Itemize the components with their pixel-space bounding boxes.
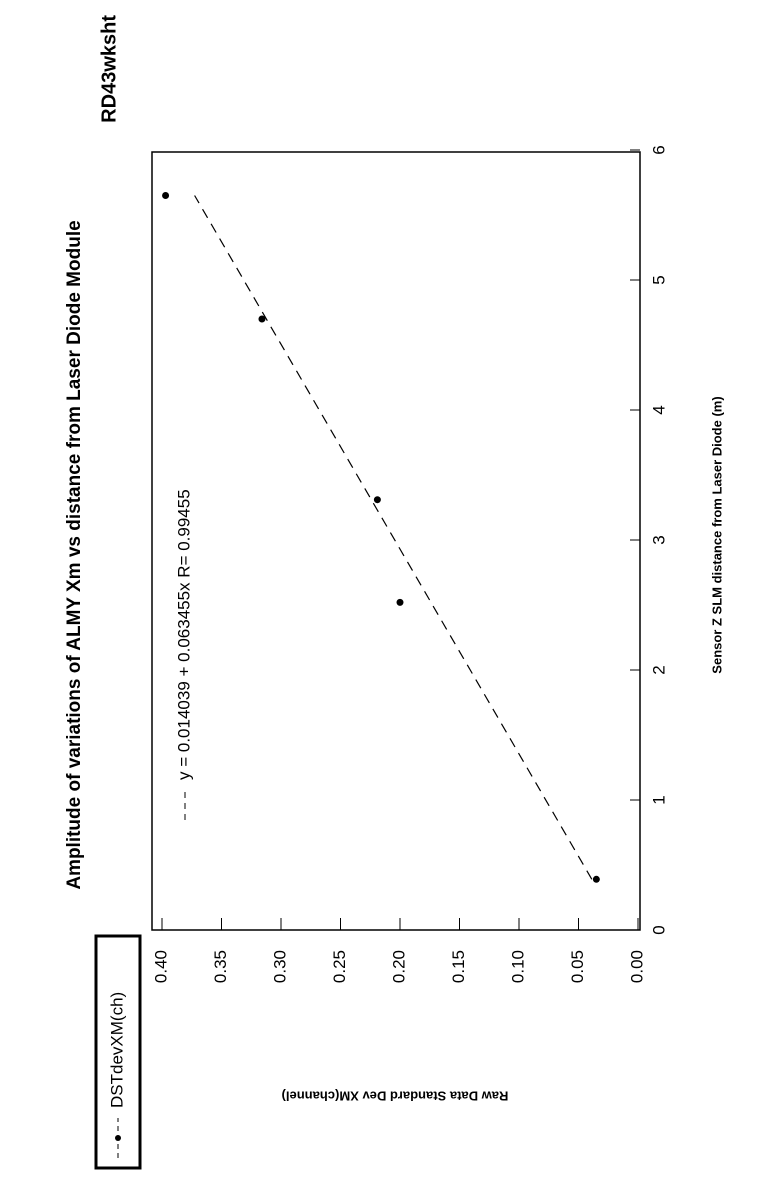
y-tick-label: 0.25	[330, 950, 349, 983]
x-tick-label: 2	[649, 665, 668, 674]
y-tick-label: 0.10	[508, 950, 527, 983]
legend-marker	[115, 1135, 121, 1141]
point	[396, 598, 404, 606]
point	[162, 192, 170, 199]
y-tick-label: 0.05	[568, 950, 587, 983]
y-tick-label: 0.20	[389, 950, 408, 983]
x-tick-label: 1	[649, 795, 668, 804]
legend-label: DSTdevXM(ch)	[107, 992, 126, 1108]
y-tick-label: 0.35	[211, 950, 230, 983]
x-axis-label: Sensor Z SLM distance from Laser Diode (…	[709, 396, 724, 673]
fit-line	[194, 195, 593, 880]
x-tick-label: 5	[649, 275, 668, 284]
sheet-name: RD43wksht	[98, 15, 120, 123]
point	[258, 315, 266, 323]
legend-box	[94, 934, 142, 1170]
x-tick-label: 4	[649, 405, 668, 414]
point	[373, 496, 381, 504]
point	[592, 875, 600, 883]
plot-frame	[151, 151, 641, 931]
rotated-chart: Amplitude of variations of ALMY Xm vs di…	[64, 15, 724, 1170]
y-tick-label: 0.30	[270, 950, 289, 983]
x-tick-label: 6	[649, 145, 668, 154]
x-tick-label: 0	[649, 925, 668, 934]
y-tick-label: 0.40	[151, 950, 170, 983]
y-tick-label: 0.15	[449, 950, 468, 983]
x-tick-label: 3	[649, 535, 668, 544]
legend-label: y = 0.014039 + 0.063455x R= 0.99455	[174, 489, 193, 780]
y-tick-label: 0.00	[627, 950, 646, 983]
chart-title: Amplitude of variations of ALMY Xm vs di…	[64, 220, 85, 889]
y-axis-label: Raw Data Standard Dev XM(channel)	[282, 1089, 509, 1104]
